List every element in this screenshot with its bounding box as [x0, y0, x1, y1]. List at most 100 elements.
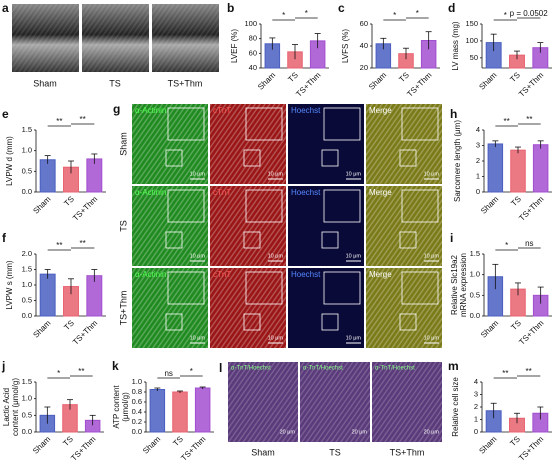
- panel-label: d: [448, 1, 455, 15]
- echo-texture: [12, 4, 79, 72]
- bar: [487, 143, 504, 193]
- y-tick-label: 0.5: [22, 166, 32, 175]
- inset-box: [401, 271, 439, 305]
- inset-box: [323, 271, 361, 305]
- x-tick-label: Sham: [31, 434, 52, 455]
- y-tick-label: 4: [474, 377, 478, 386]
- sig-label: **: [56, 241, 62, 250]
- x-tick-label: TS+Thm: [517, 194, 545, 222]
- sig-label: *: [305, 9, 308, 18]
- channel-label: cTnT: [213, 188, 231, 197]
- y-tick-label: 0: [476, 187, 480, 196]
- scale-label: 10 μm: [346, 335, 362, 341]
- scale-label: 10 μm: [346, 171, 362, 177]
- tissue-texture: [300, 362, 370, 442]
- inset-box: [167, 189, 205, 223]
- inset-box: [167, 271, 205, 305]
- micrograph-texture: [366, 104, 442, 184]
- inset-box: [245, 271, 283, 305]
- sig-label: ns: [525, 239, 533, 248]
- echo-texture: [152, 4, 219, 72]
- micrograph-texture: [366, 186, 442, 266]
- row-label: TS: [118, 220, 128, 232]
- bar: [39, 273, 56, 317]
- channel-label: cTnT: [213, 106, 231, 115]
- channel-label: Hoechst: [291, 188, 321, 197]
- y-tick-label: 60: [249, 48, 257, 57]
- scale-label: 10 μm: [190, 335, 206, 341]
- roi-box: [243, 149, 261, 167]
- sig-label: *: [190, 367, 193, 376]
- panel-label: k: [112, 359, 119, 373]
- sig-label: *: [57, 369, 60, 378]
- y-tick-label: 3: [476, 140, 480, 149]
- y-tick-label: 0.8: [132, 387, 142, 396]
- scale-label: 20 μm: [424, 429, 440, 435]
- x-tick-label: TS+Thm: [405, 70, 433, 98]
- echo-texture: [82, 4, 149, 72]
- y-axis-label: (μmol/g): [121, 392, 130, 422]
- y-tick-label: 1.5: [22, 264, 32, 273]
- sig-label: *: [393, 11, 396, 20]
- x-tick-label: Sham: [477, 434, 498, 455]
- sig-label: ns: [164, 369, 172, 378]
- bar: [172, 391, 188, 433]
- y-tick-label: 0.0: [470, 311, 480, 320]
- y-axis-label: Lactic Acid: [2, 388, 11, 426]
- channel-label: Merge: [369, 188, 392, 197]
- y-tick-label: 0.2: [132, 417, 142, 426]
- micrograph: [288, 268, 364, 348]
- sig-label: **: [78, 367, 84, 376]
- x-tick-label: Sham: [141, 434, 162, 455]
- y-axis-label: LVEF (%): [230, 29, 239, 63]
- bar: [194, 387, 211, 433]
- micrograph-texture: [210, 104, 286, 184]
- micrograph: [288, 186, 364, 266]
- sig-label: *: [504, 11, 507, 20]
- x-tick-label: Sham: [477, 70, 498, 91]
- y-tick-label: 0.5: [22, 295, 32, 304]
- scale-label: 10 μm: [268, 253, 284, 259]
- scale-label: 20 μm: [280, 429, 296, 435]
- y-tick-label: 1.0: [470, 270, 480, 279]
- y-tick-label: 0.0: [22, 311, 32, 320]
- y-tick-label: 0.0: [22, 427, 32, 436]
- y-axis-label: LV mass (mg): [451, 21, 460, 71]
- image-label: TS: [109, 78, 121, 88]
- y-tick-label: 80: [249, 34, 257, 43]
- x-tick-label: TS: [397, 71, 411, 85]
- scale-label: 10 μm: [346, 253, 362, 259]
- micrograph-texture: [132, 268, 208, 348]
- y-tick-label: 40: [360, 41, 368, 50]
- y-tick-label: 4: [476, 125, 480, 134]
- x-tick-label: Sham: [31, 194, 52, 215]
- y-tick-label: 0: [474, 427, 478, 436]
- y-tick-label: 1: [474, 414, 478, 423]
- channel-label: α-Actinin: [135, 106, 166, 115]
- x-tick-label: TS+Thm: [69, 434, 97, 462]
- y-axis-label: Sarcomere length (μm): [453, 120, 462, 202]
- y-tick-label: 1.5: [470, 249, 480, 258]
- image-label: Sham: [251, 447, 275, 457]
- sig-label: p = 0.0502: [510, 9, 549, 18]
- x-tick-label: Sham: [479, 318, 500, 339]
- panel-label: c: [338, 1, 345, 15]
- x-tick-label: Sham: [367, 70, 388, 91]
- sig-label: **: [526, 115, 532, 124]
- x-tick-label: TS: [509, 195, 523, 209]
- x-tick-label: TS+Thm: [179, 434, 207, 462]
- panel-label: j: [1, 359, 5, 373]
- channel-label: α-Actinin: [135, 270, 166, 279]
- row-label: TS+Thm: [118, 291, 128, 326]
- panel-label: i: [450, 231, 453, 245]
- x-tick-label: TS+Thm: [517, 70, 545, 98]
- y-tick-label: 0.0: [22, 187, 32, 196]
- tissue-texture: [228, 362, 298, 442]
- y-tick-label: 1.0: [22, 146, 32, 155]
- inset-box: [323, 189, 361, 223]
- tissue-texture: [372, 362, 442, 442]
- micrograph-texture: [210, 268, 286, 348]
- y-axis-label: content (μmol/g): [11, 378, 20, 436]
- panel-label: e: [2, 107, 9, 121]
- x-tick-label: Sham: [479, 194, 500, 215]
